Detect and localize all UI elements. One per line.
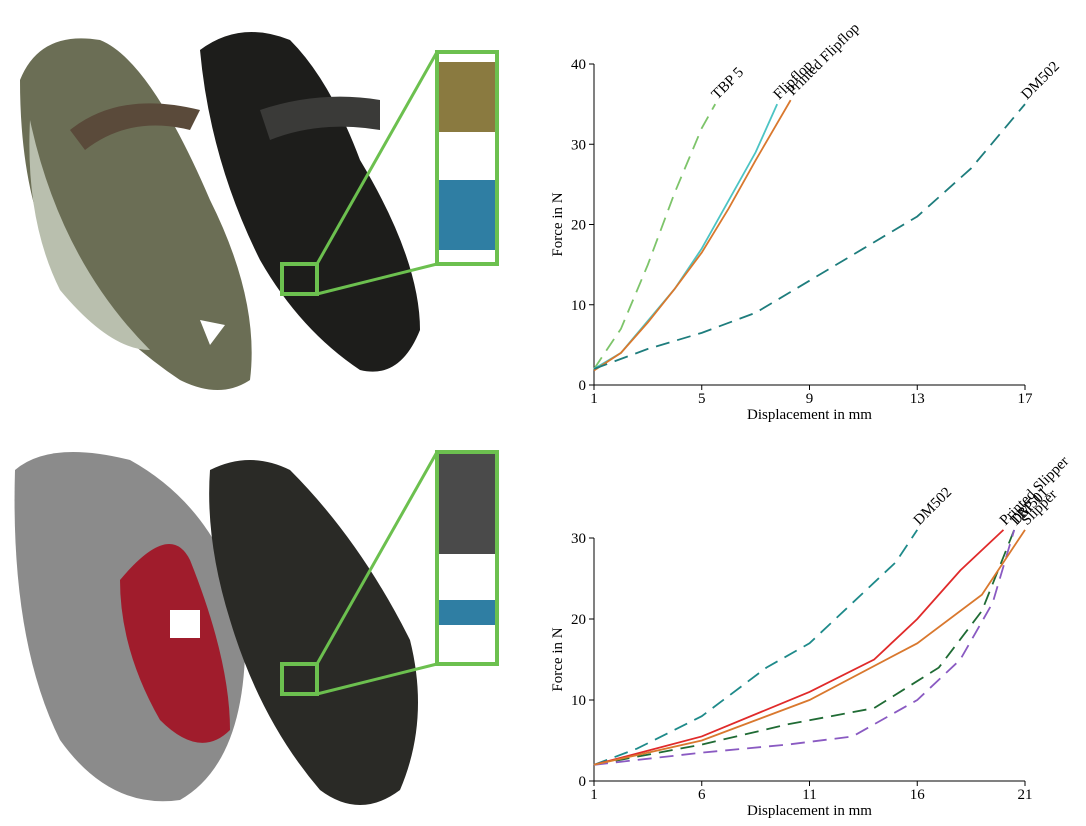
- y-tick-label: 10: [571, 298, 586, 314]
- x-tick-label: 21: [1018, 787, 1033, 803]
- y-tick-label: 0: [579, 378, 587, 394]
- y-tick-label: 40: [571, 57, 586, 73]
- zoom-inset-bottom: [280, 450, 499, 696]
- y-tick-label: 20: [571, 218, 586, 234]
- slipper-photo: [14, 452, 246, 802]
- y-tick-label: 0: [579, 774, 587, 790]
- series-line: [593, 529, 1016, 766]
- series-line: [593, 103, 717, 370]
- x-tick-label: 5: [698, 391, 706, 407]
- x-tick-label: 1: [590, 391, 598, 407]
- series-line: [593, 529, 1026, 766]
- x-tick-label: 1: [590, 787, 598, 803]
- y-tick-label: 20: [571, 612, 586, 628]
- x-axis-label: Displacement in mm: [747, 407, 872, 423]
- x-tick-label: 13: [910, 391, 925, 407]
- series-line: [593, 99, 792, 372]
- y-tick-label: 30: [571, 531, 586, 547]
- y-tick-label: 10: [571, 693, 586, 709]
- x-tick-label: 16: [910, 787, 926, 803]
- series-label: Printed Flipflop: [784, 20, 863, 99]
- series-label: DM502: [1019, 59, 1063, 103]
- series-line: [593, 103, 1026, 370]
- x-tick-label: 11: [802, 787, 816, 803]
- series-line: [593, 529, 1005, 766]
- series-label: TBP 5: [709, 65, 747, 103]
- x-tick-label: 9: [806, 391, 814, 407]
- series-label: DM502: [911, 484, 955, 528]
- printed-flipflop-photo: [200, 32, 420, 372]
- printed-slipper-photo: [209, 460, 418, 805]
- series-line: [593, 529, 918, 766]
- x-axis-label: Displacement in mm: [747, 803, 872, 819]
- y-axis-label: Force in N: [550, 192, 566, 256]
- flipflop-photo: [20, 38, 252, 390]
- zoom-inset-top: [280, 50, 499, 296]
- x-tick-label: 6: [698, 787, 706, 803]
- y-tick-label: 30: [571, 137, 586, 153]
- y-axis-label: Force in N: [550, 627, 566, 691]
- x-tick-label: 17: [1018, 391, 1034, 407]
